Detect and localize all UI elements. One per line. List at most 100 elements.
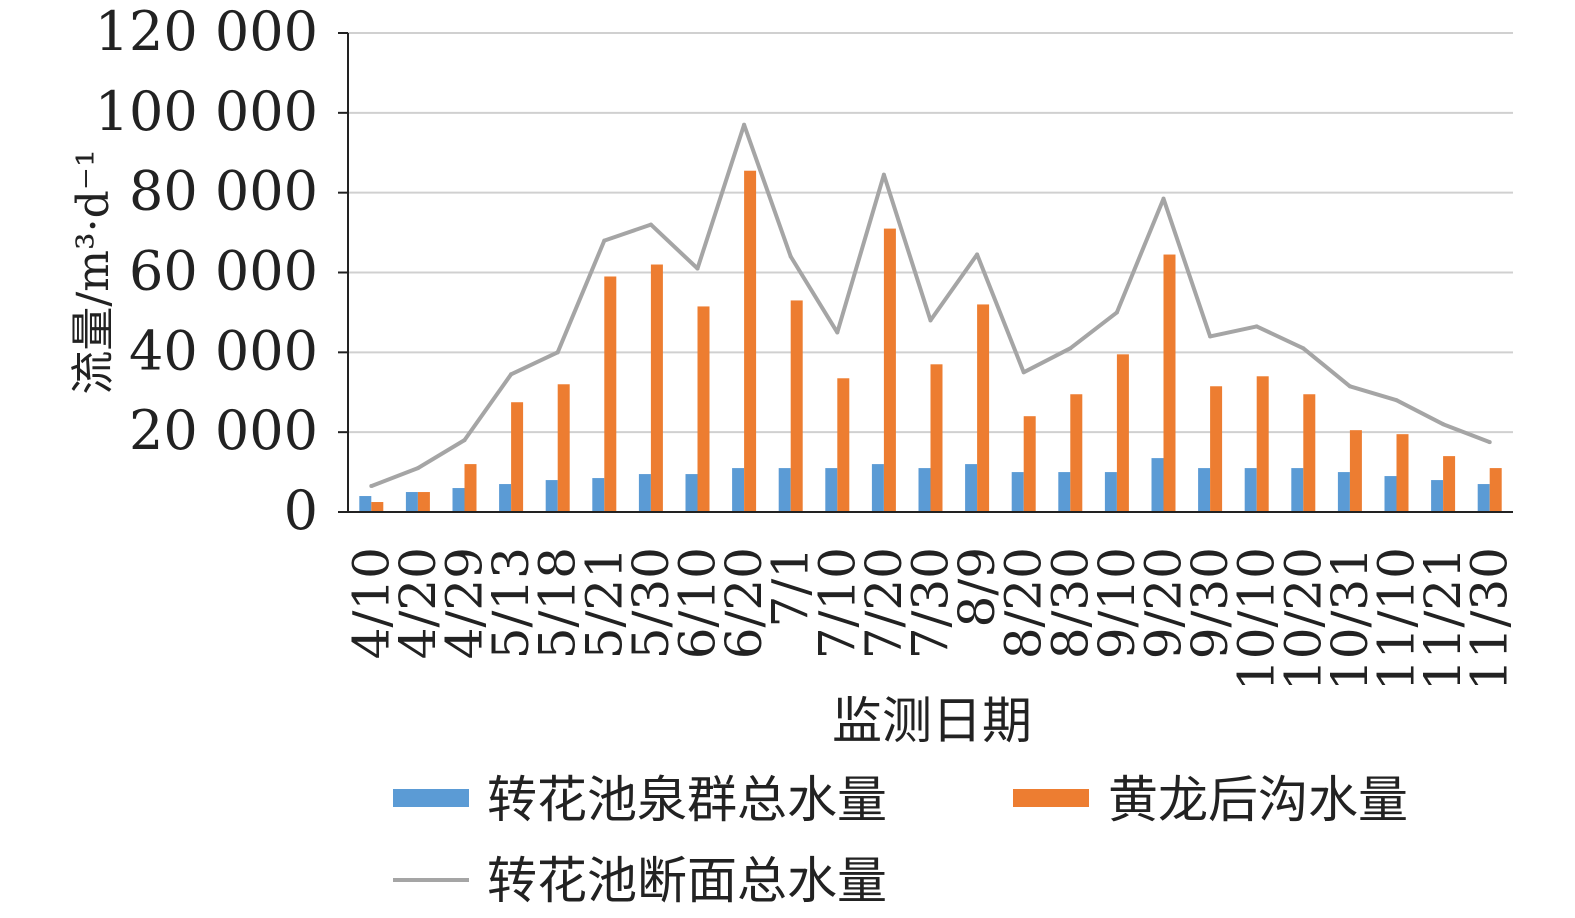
x-axis-title: 监测日期 [832, 692, 1032, 750]
legend: 转花池泉群总水量 黄龙后沟水量 转花池断面总水量 [393, 771, 1408, 910]
line-point [1208, 334, 1213, 339]
bar-series-1 [778, 468, 791, 512]
line-point [462, 438, 467, 443]
bar-series-1 [732, 468, 745, 512]
bar-series-2 [1210, 386, 1223, 512]
legend-swatch-bar-1 [393, 789, 469, 807]
bar-series-1 [592, 478, 605, 512]
bar-series-2 [1489, 468, 1502, 512]
bar-series-2 [1163, 254, 1176, 512]
line-point [1021, 370, 1026, 375]
line-point [1301, 346, 1306, 351]
bar-series-2 [650, 264, 663, 512]
x-tick-label: 5/13 [482, 547, 540, 659]
line-point [602, 238, 607, 243]
bar-series-2 [1443, 456, 1456, 512]
axes [338, 32, 1513, 513]
y-tick-label: 0 [284, 479, 318, 542]
x-tick-label: 4/10 [342, 547, 400, 659]
bar-series-1 [1244, 468, 1257, 512]
bar-series-1 [1151, 458, 1164, 512]
x-tick-label: 8/9 [948, 547, 1006, 627]
legend-label-series-3: 转花池断面总水量 [487, 852, 887, 910]
bar-series-2 [837, 378, 850, 512]
line-point [415, 466, 420, 471]
line-point [1394, 398, 1399, 403]
bar-series-2 [511, 402, 524, 512]
bar-series-2 [1116, 354, 1129, 512]
bar-series-2 [464, 464, 477, 512]
bar-series-1 [825, 468, 838, 512]
bar-series-1 [1384, 476, 1397, 512]
line-point [788, 254, 793, 259]
bars [359, 170, 1502, 512]
bar-series-1 [1337, 472, 1350, 512]
x-tick-label: 10/31 [1321, 547, 1379, 691]
x-tick-label: 6/20 [715, 547, 773, 659]
bar-series-2 [1256, 376, 1269, 512]
x-tick-label: 7/20 [855, 547, 913, 659]
x-tick-label: 6/10 [669, 547, 727, 659]
x-tick-label: 11/21 [1414, 547, 1472, 691]
bar-series-1 [1104, 472, 1117, 512]
x-tick-label: 4/29 [436, 547, 494, 659]
legend-swatch-bar-2 [1013, 789, 1089, 807]
bar-series-1 [359, 496, 372, 512]
line-point [881, 172, 886, 177]
x-tick-labels: 4/104/204/295/135/185/215/306/106/207/17… [342, 547, 1518, 691]
x-tick-label: 5/30 [622, 547, 680, 659]
y-tick-label: 80 000 [129, 160, 318, 223]
bar-series-2 [744, 170, 757, 512]
line-point [369, 484, 374, 489]
x-tick-label: 9/10 [1088, 547, 1146, 659]
bar-series-1 [452, 488, 465, 512]
y-tick-label: 100 000 [95, 80, 318, 143]
bar-series-2 [1303, 394, 1316, 512]
x-tick-label: 7/10 [808, 547, 866, 659]
bar-series-1 [1431, 480, 1444, 512]
line-point [742, 122, 747, 127]
bar-series-2 [371, 502, 384, 512]
y-axis-title: 流量/m³·d⁻¹ [68, 149, 119, 394]
bar-series-1 [1198, 468, 1211, 512]
line-series [369, 122, 1492, 489]
bar-series-1 [1477, 484, 1490, 512]
x-tick-label: 5/21 [575, 547, 633, 659]
line-point [1347, 384, 1352, 389]
x-tick-label: 8/20 [995, 547, 1053, 659]
bar-series-2 [1349, 430, 1362, 512]
line-point [695, 266, 700, 271]
x-tick-label: 11/10 [1368, 547, 1426, 691]
x-tick-label: 9/30 [1181, 547, 1239, 659]
x-tick-label: 10/20 [1274, 547, 1332, 691]
bar-series-2 [1023, 416, 1036, 512]
legend-label-series-1: 转花池泉群总水量 [487, 771, 887, 829]
line-point [835, 330, 840, 335]
line-point [648, 222, 653, 227]
bar-series-1 [1011, 472, 1024, 512]
bar-series-1 [965, 464, 978, 512]
bar-series-1 [918, 468, 931, 512]
bar-series-2 [1070, 394, 1083, 512]
y-tick-label: 120 000 [95, 0, 318, 63]
line-point [509, 372, 514, 377]
bar-series-2 [930, 364, 943, 512]
x-tick-label: 11/30 [1461, 547, 1519, 691]
bar-series-1 [685, 474, 698, 512]
line-point [928, 318, 933, 323]
bar-series-1 [499, 484, 512, 512]
bar-series-1 [1291, 468, 1304, 512]
legend-label-series-2: 黄龙后沟水量 [1108, 771, 1408, 829]
bar-series-1 [545, 480, 558, 512]
line-point [555, 350, 560, 355]
x-tick-label: 4/20 [389, 547, 447, 659]
bar-series-2 [883, 228, 896, 512]
bar-series-1 [871, 464, 884, 512]
x-tick-label: 9/20 [1135, 547, 1193, 659]
line-point [1068, 346, 1073, 351]
y-tick-label: 60 000 [129, 240, 318, 303]
bar-series-2 [1396, 434, 1409, 512]
bar-series-1 [638, 474, 651, 512]
bar-series-2 [977, 304, 990, 512]
